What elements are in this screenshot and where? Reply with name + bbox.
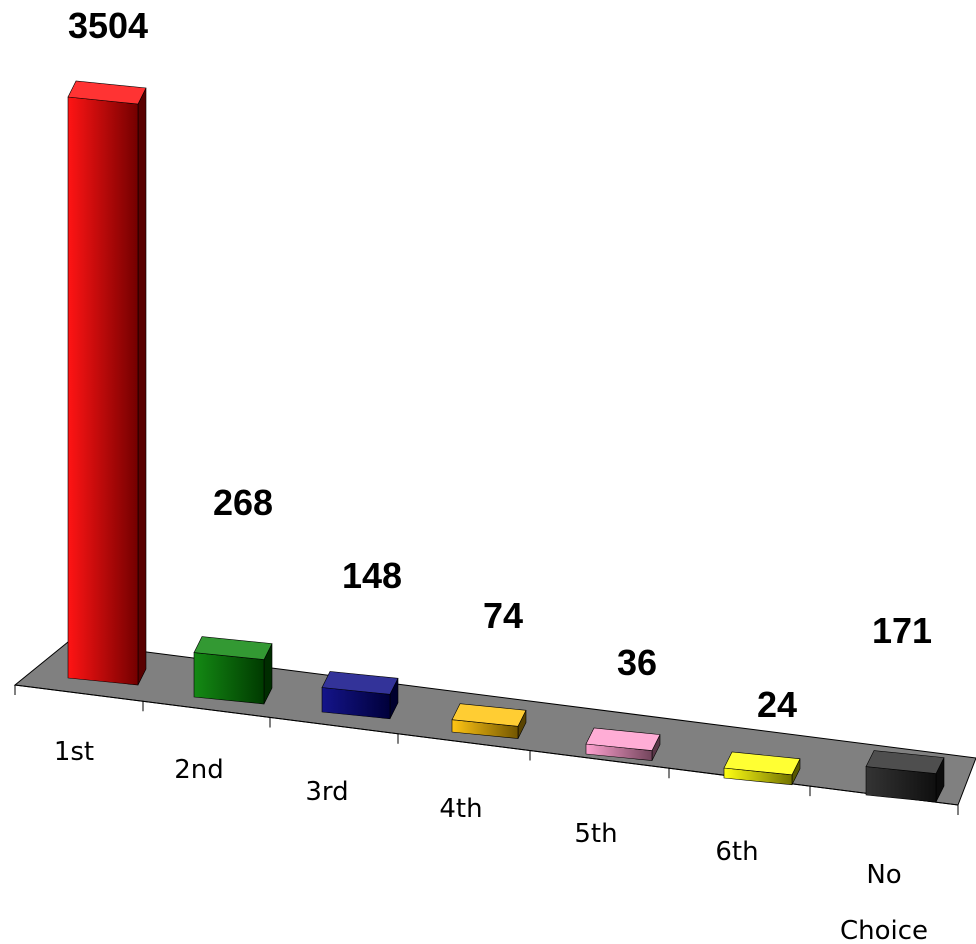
- bar: [585, 727, 661, 761]
- category-label-line: 3rd: [305, 777, 348, 807]
- bar-top: [723, 751, 801, 776]
- bar-top: [321, 671, 399, 695]
- category-label-line: 5th: [574, 819, 617, 849]
- category-labels: 1st 2nd 3rd 4th 5th 6th No Choice: [54, 737, 928, 944]
- bar: [865, 750, 945, 803]
- bar-top: [193, 636, 273, 660]
- bar: [321, 671, 399, 720]
- bar-front: [67, 96, 139, 686]
- category-label: 4th: [439, 794, 482, 824]
- category-label-line: 4th: [439, 794, 482, 824]
- value-label: 36: [617, 642, 657, 683]
- category-label-line: 1st: [54, 737, 94, 767]
- x-axis: [14, 684, 959, 815]
- bar-top: [865, 750, 945, 774]
- bar: [67, 80, 147, 686]
- category-label-line: No: [866, 860, 901, 890]
- value-label: 171: [872, 610, 932, 651]
- value-label: 24: [757, 684, 797, 725]
- bar-top: [451, 703, 527, 727]
- category-label: 1st: [54, 737, 94, 767]
- value-label: 148: [342, 555, 402, 596]
- bar-top: [67, 80, 147, 105]
- value-label: 3504: [68, 5, 148, 46]
- bar: [723, 751, 801, 786]
- category-label: No Choice: [840, 860, 928, 944]
- category-label-line: Choice: [840, 916, 928, 944]
- bar-top: [585, 727, 661, 751]
- category-label-line: 6th: [715, 837, 758, 867]
- category-label: 3rd: [305, 777, 348, 807]
- category-label: 6th: [715, 837, 758, 867]
- bar-front: [193, 652, 265, 705]
- x-axis-line: [14, 684, 959, 806]
- category-label-line: 2nd: [174, 755, 224, 785]
- bar: [193, 636, 273, 705]
- bars: [67, 80, 945, 803]
- category-label: 2nd: [174, 755, 224, 785]
- category-label: 5th: [574, 819, 617, 849]
- value-labels: 3504 268 148 74 36 24 171: [68, 5, 932, 725]
- value-label: 74: [483, 595, 523, 636]
- bar-side: [137, 87, 147, 686]
- bar: [451, 703, 527, 739]
- value-label: 268: [213, 482, 273, 523]
